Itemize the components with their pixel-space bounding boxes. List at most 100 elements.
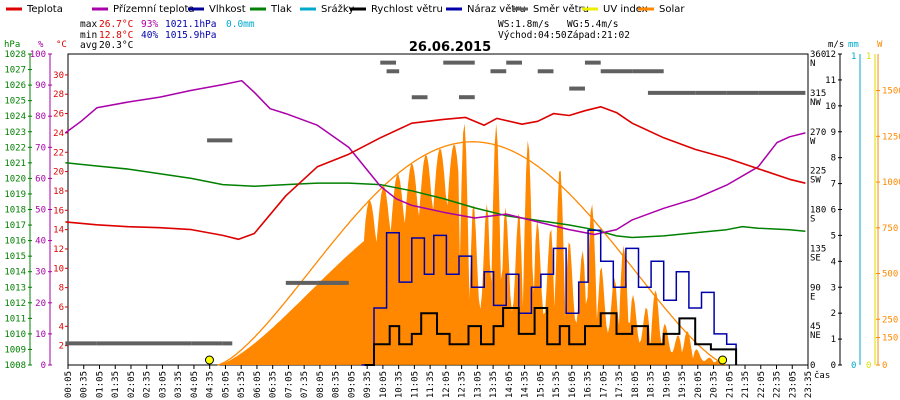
wind-speed-line [364,307,738,366]
tick-label-time: 14:35 [521,371,531,398]
tick-label-dir: 45 [810,322,821,332]
sunset-marker [718,355,728,365]
tick-label-time: 10:05 [379,371,389,398]
tick-label-dir-compass: SW [810,176,821,186]
tick-label-time: 01:05 [95,371,105,398]
tick-label-time: 02:05 [127,371,137,398]
tick-label-hpa: 1009 [4,345,26,355]
tick-label-pct: 50 [35,206,46,216]
axis-unit-w: W [877,40,883,50]
tick-label-ms: 12 [825,50,836,60]
feels-like-temperature-line [64,79,806,236]
axis-unit-temp: °C [56,40,67,50]
tick-label-time: 07:05 [284,371,294,398]
stat-max-pressure: 1021.1hPa [165,19,216,30]
tick-label-time: 05:05 [221,371,231,398]
tick-label-pct: 80 [35,112,46,122]
tick-label-temp: 24 [53,129,64,139]
tick-label-w: 0 [882,361,887,371]
tick-label-dir-compass: N [810,59,815,69]
tick-label-time: 04:05 [190,371,200,398]
tick-label-dir: 0 [810,361,815,371]
tick-label-time: 09:35 [363,371,373,398]
tick-label-mm: 0 [851,361,856,371]
tick-label-hpa: 1010 [4,330,26,340]
legend-label-solar: Solar [659,4,685,15]
tick-label-temp: 30 [53,71,64,81]
wind-gust-line [361,229,737,366]
tick-label-time: 18:35 [647,371,657,398]
legend-label-pocitova: Přízemní teplota [113,3,195,15]
legend: Teplota Přízemní teplota Vlhkost Tlak Srážky… [6,3,685,15]
tick-label-temp: 12 [53,245,64,255]
tick-label-pct: 40 [35,237,46,247]
tick-label-hpa: 1018 [4,206,26,216]
tick-label-time: 19:35 [678,371,688,398]
tick-label-temp: 10 [53,264,64,274]
tick-label-pct: 70 [35,143,46,153]
tick-label-time: 12:05 [442,371,452,398]
stat-wind-gust: WG:5.4m/s [567,19,618,30]
tick-label-time: 19:05 [662,371,672,398]
legend-label-vlhkost: Vlhkost [209,4,246,15]
tick-label-uv: 1 [866,52,871,62]
stats-block: max 26.7°C 93% 1021.1hPa 0.0mm min 12.8°… [80,19,630,51]
tick-label-dir-compass: SE [810,253,821,263]
tick-label-time: 04:35 [206,371,216,398]
tick-label-hpa: 1011 [4,314,26,324]
tick-label-pct: 30 [35,268,46,278]
tick-label-time: 23:05 [788,371,798,398]
tick-label-time: 22:35 [773,371,783,398]
legend-label-uv: UV index [603,4,648,15]
tick-label-ms: 0 [831,361,836,371]
tick-label-time: 07:35 [300,371,310,398]
tick-label-time: 16:35 [584,371,594,398]
legend-label-smer: Směr větru [533,3,589,15]
stat-min-temp: 12.8°C [99,30,133,41]
tick-label-time: 18:05 [631,371,641,398]
tick-label-ms: 10 [825,102,836,112]
stat-rain: 0.0mm [226,19,255,30]
tick-label-ms: 3 [831,283,836,293]
tick-label-temp: 4 [59,322,64,332]
tick-label-time: 13:05 [473,371,483,398]
legend-label-naraz: Náraz větru [467,3,526,15]
legend-label-srazky: Srážky [321,3,354,15]
tick-label-dir: 180 [810,206,826,216]
solar-clear-sky-curve [217,141,727,366]
tick-label-hpa: 1023 [4,128,26,138]
tick-label-time: 20:35 [710,371,720,398]
axis-unit-pct: % [38,40,44,50]
tick-label-hpa: 1012 [4,299,26,309]
tick-label-hpa: 1026 [4,81,26,91]
stat-min-humidity: 40% [141,30,158,41]
tick-label-time: 09:05 [347,371,357,398]
tick-label-pct: 90 [35,81,46,91]
tick-label-mm: 1 [851,52,856,62]
tick-label-hpa: 1024 [4,112,26,122]
tick-label-time: 15:35 [552,371,562,398]
tick-label-time: 08:35 [332,371,342,398]
stat-min-pressure: 1015.9hPa [165,30,216,41]
tick-label-time: 23:35 [804,371,814,398]
temperature-line [65,106,806,241]
tick-label-pct: 10 [35,330,46,340]
tick-label-time: 13:35 [489,371,499,398]
tick-label-w: 500 [882,270,898,280]
tick-label-time: 11:05 [410,371,420,398]
tick-label-w: 250 [882,315,898,325]
legend-label-rychlost: Rychlost větru [371,3,443,15]
axis-unit-time: čas [814,370,830,381]
tick-label-ms: 11 [825,76,836,86]
tick-label-ms: 7 [831,180,836,190]
tick-label-time: 15:05 [536,371,546,398]
tick-label-temp: 6 [59,303,64,313]
stat-avg-label: avg [80,40,97,51]
axis-unit-ms: m/s [828,40,844,50]
legend-label-tlak: Tlak [270,4,292,15]
tick-label-dir: 135 [810,244,826,254]
tick-label-time: 22:05 [757,371,767,398]
tick-label-temp: 20 [53,168,64,178]
axes: hPa% °C1008100910101011101210131014101510… [4,40,900,398]
